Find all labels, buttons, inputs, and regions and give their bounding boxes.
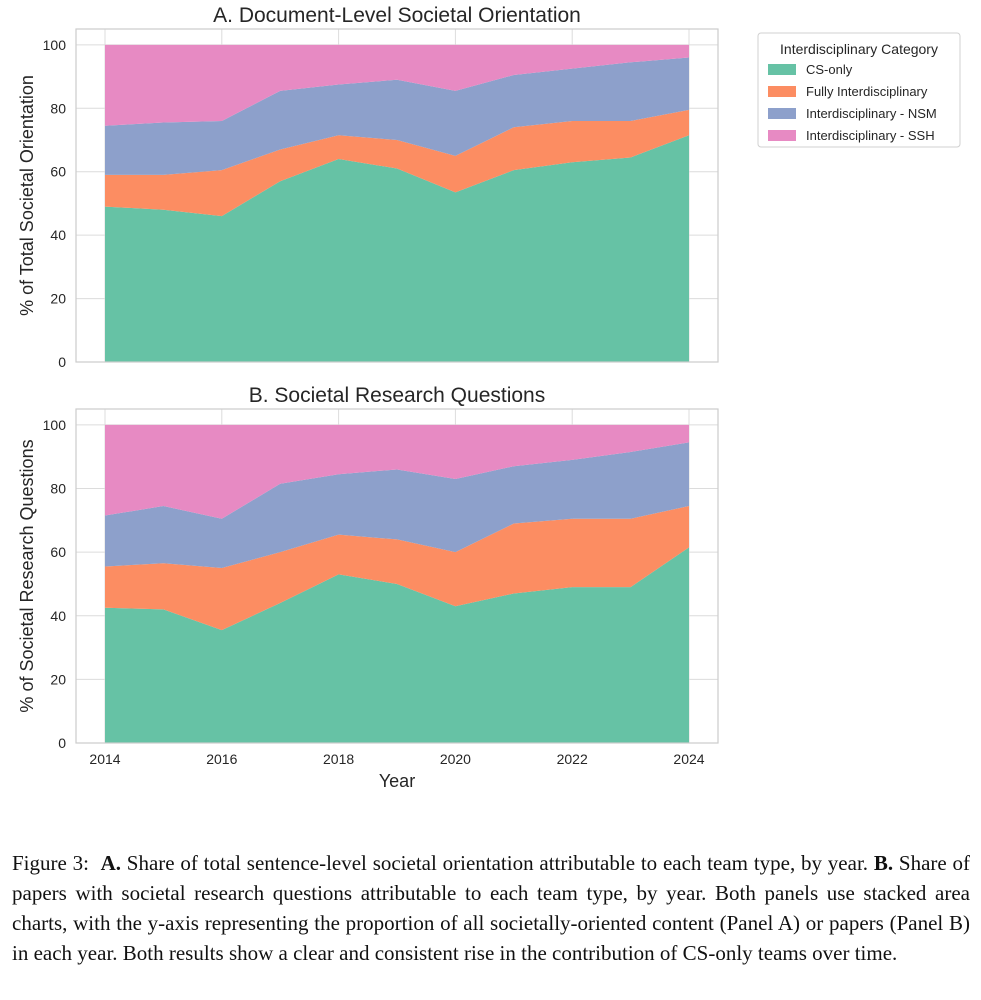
plot-frame — [75, 408, 719, 744]
area-fully-interdisciplinary — [105, 109, 689, 217]
area-interdisciplinary-ssh — [105, 424, 689, 519]
area-cs-only — [105, 547, 689, 743]
x-tick-label: 2020 — [440, 751, 471, 767]
figure-caption: Figure 3: A. Share of total sentence-lev… — [12, 848, 970, 968]
y-tick-label: 100 — [43, 417, 67, 433]
legend-swatch-interdisciplinary-ssh — [768, 130, 796, 141]
y-tick-label: 60 — [50, 544, 66, 560]
legend-swatch-cs-only — [768, 64, 796, 75]
y-tick-label: 60 — [50, 164, 66, 180]
chart-title: A. Document-Level Societal Orientation — [213, 4, 581, 27]
x-tick-label: 2018 — [323, 751, 354, 767]
caption-b-text: Share of papers with societal research q… — [12, 851, 971, 965]
caption-a-text: Share of total sentence-level societal o… — [126, 851, 869, 875]
area-interdisciplinary-nsm — [105, 57, 689, 175]
x-axis-label: Year — [379, 771, 415, 791]
area-interdisciplinary-ssh — [105, 44, 689, 126]
area-fully-interdisciplinary — [105, 506, 689, 631]
x-tick-label: 2014 — [89, 751, 120, 767]
y-tick-label: 0 — [58, 735, 66, 751]
caption-b-label: B. — [873, 851, 894, 875]
caption-label: Figure 3: — [12, 851, 89, 875]
figure: 0 20 40 60 80 100 A. Document-Level Societal O… — [17, 4, 961, 791]
area-interdisciplinary-nsm — [105, 442, 689, 569]
chart-title: B. Societal Research Questions — [249, 384, 545, 407]
legend-item-interdisciplinary-nsm: Interdisciplinary - NSM — [806, 106, 937, 121]
y-tick-label: 20 — [50, 671, 66, 687]
x-tick-label: 2024 — [673, 751, 704, 767]
y-tick-label: 80 — [50, 100, 66, 116]
legend-swatch-interdisciplinary-nsm — [768, 108, 796, 119]
plot-frame — [75, 28, 719, 363]
legend-swatch-fully-interdisciplinary — [768, 86, 796, 97]
panel-a: 0 20 40 60 80 100 A. Document-Level Societal O… — [17, 4, 719, 370]
x-tick-label: 2016 — [206, 751, 237, 767]
y-tick-label: 40 — [50, 608, 66, 624]
y-tick-label: 40 — [50, 227, 66, 243]
legend-box — [757, 32, 961, 148]
caption-a-label: A. — [100, 851, 121, 875]
legend-item-interdisciplinary-ssh: Interdisciplinary - SSH — [806, 128, 935, 143]
y-tick-label: 0 — [58, 354, 66, 370]
y-axis-label: % of Total Societal Orientation — [17, 75, 37, 316]
y-axis-label: % of Societal Research Questions — [17, 439, 37, 712]
legend-title: Interdisciplinary Category — [780, 41, 938, 57]
area-cs-only — [105, 135, 689, 362]
y-tick-label: 20 — [50, 291, 66, 307]
y-tick-label: 100 — [43, 37, 67, 53]
panel-b: 0 20 40 60 80 100 2014 2016 2018 2020 2022 2024 B. S… — [17, 384, 719, 791]
legend-item-cs-only: CS-only — [806, 62, 853, 77]
legend: Interdisciplinary Category CS-only Fully I… — [757, 32, 961, 148]
y-tick-label: 80 — [50, 481, 66, 497]
legend-item-fully-interdisciplinary: Fully Interdisciplinary — [806, 84, 928, 99]
x-tick-label: 2022 — [557, 751, 588, 767]
